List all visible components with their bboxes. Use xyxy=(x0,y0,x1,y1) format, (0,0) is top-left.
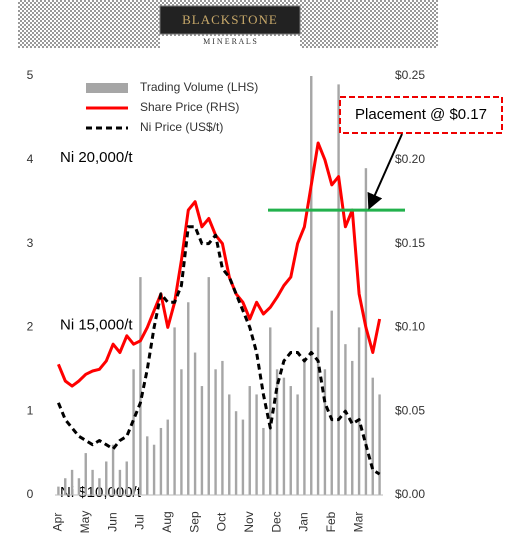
y2-tick-label: $0.20 xyxy=(395,152,425,166)
volume-bar xyxy=(207,277,210,495)
x-tick-label: May xyxy=(78,511,92,534)
volume-bar xyxy=(255,394,258,495)
volume-bar xyxy=(378,394,381,495)
volume-bar xyxy=(371,377,374,495)
x-tick-label: Feb xyxy=(324,511,338,532)
logo-sub-bg xyxy=(160,36,300,48)
x-tick-label: Jan xyxy=(297,512,311,531)
volume-bar xyxy=(77,478,81,495)
y2-tick-label: $0.00 xyxy=(395,487,425,501)
annotation-arrow xyxy=(367,133,403,210)
volume-bar xyxy=(187,302,190,495)
legend-label: Share Price (RHS) xyxy=(140,100,239,114)
y2-tick-label: $0.10 xyxy=(395,320,425,334)
volume-bar xyxy=(84,453,87,495)
legend-swatch xyxy=(86,83,128,93)
volume-bar xyxy=(200,386,204,495)
share-price-line xyxy=(57,141,382,388)
volume-bar xyxy=(248,386,251,495)
y-tick-label: 2 xyxy=(27,320,34,334)
y-tick-label: 1 xyxy=(27,403,34,417)
volume-bar xyxy=(221,360,224,495)
volume-bar xyxy=(132,369,135,495)
x-tick-label: Mar xyxy=(351,512,365,533)
volume-bar xyxy=(105,461,108,495)
y3-tick-label: Ni $10,000/t xyxy=(60,484,142,501)
volume-bar xyxy=(159,427,163,495)
y-tick-label: 4 xyxy=(27,152,34,166)
volume-bar xyxy=(57,486,60,495)
ni-price-line xyxy=(57,225,381,476)
volume-bar xyxy=(125,461,128,495)
x-tick-label: Oct xyxy=(215,512,229,531)
volume-bar xyxy=(275,369,279,495)
volume-bar xyxy=(269,327,272,495)
volume-bar xyxy=(173,327,176,495)
y-tick-label: 3 xyxy=(27,236,34,250)
y2-tick-label: $0.15 xyxy=(395,236,425,250)
volume-bar xyxy=(118,469,122,495)
volume-bar xyxy=(310,76,313,495)
volume-bar xyxy=(289,386,292,495)
y-tick-label: 0 xyxy=(27,487,34,501)
logo-box xyxy=(159,5,301,35)
x-tick-label: Nov xyxy=(242,511,256,532)
volume-bar xyxy=(139,277,142,495)
volume-bar xyxy=(262,427,265,495)
x-tick-label: Jul xyxy=(133,514,147,529)
volume-bar xyxy=(193,352,197,495)
volume-bar xyxy=(91,469,94,495)
volume-bar xyxy=(228,394,231,495)
legend-label: Trading Volume (LHS) xyxy=(140,80,258,94)
x-tick-label: Sep xyxy=(187,511,201,533)
logo-text: BLACKSTONE xyxy=(182,12,278,27)
volume-bar xyxy=(166,419,169,495)
volume-bar xyxy=(146,436,149,495)
volume-bar xyxy=(323,369,327,495)
y3-tick-label: Ni 20,000/t xyxy=(60,149,133,166)
x-tick-label: Dec xyxy=(269,511,283,532)
y-tick-label: 5 xyxy=(27,68,34,82)
volume-bar xyxy=(337,84,340,495)
volume-bar xyxy=(152,444,156,495)
volume-bar xyxy=(98,478,101,495)
volume-bar xyxy=(351,360,354,495)
volume-bar xyxy=(282,377,286,495)
volume-bar xyxy=(344,344,347,495)
annotation-box xyxy=(339,96,503,134)
volume-bar xyxy=(70,469,74,495)
volume-bar xyxy=(241,419,245,495)
logo-subtitle: M I N E R A L S xyxy=(203,37,257,46)
volume-bar xyxy=(214,369,217,495)
x-tick-label: Apr xyxy=(51,513,65,532)
annotation-text: Placement @ $0.17 xyxy=(355,106,487,123)
x-tick-label: Jun xyxy=(105,512,119,531)
legend-label: Ni Price (US$/t) xyxy=(140,120,223,134)
volume-bar xyxy=(316,327,320,495)
volume-bar xyxy=(180,369,183,495)
y3-tick-label: Ni 15,000/t xyxy=(60,316,133,333)
volume-bar xyxy=(64,478,67,495)
volume-bar xyxy=(234,411,238,495)
volume-bar xyxy=(296,394,299,495)
volume-bar xyxy=(111,444,115,495)
volume-bar xyxy=(303,360,306,495)
volume-bar xyxy=(330,310,333,495)
y2-tick-label: $0.25 xyxy=(395,68,425,82)
y2-tick-label: $0.05 xyxy=(395,403,425,417)
x-tick-label: Aug xyxy=(160,511,174,532)
volume-bar xyxy=(357,327,361,495)
